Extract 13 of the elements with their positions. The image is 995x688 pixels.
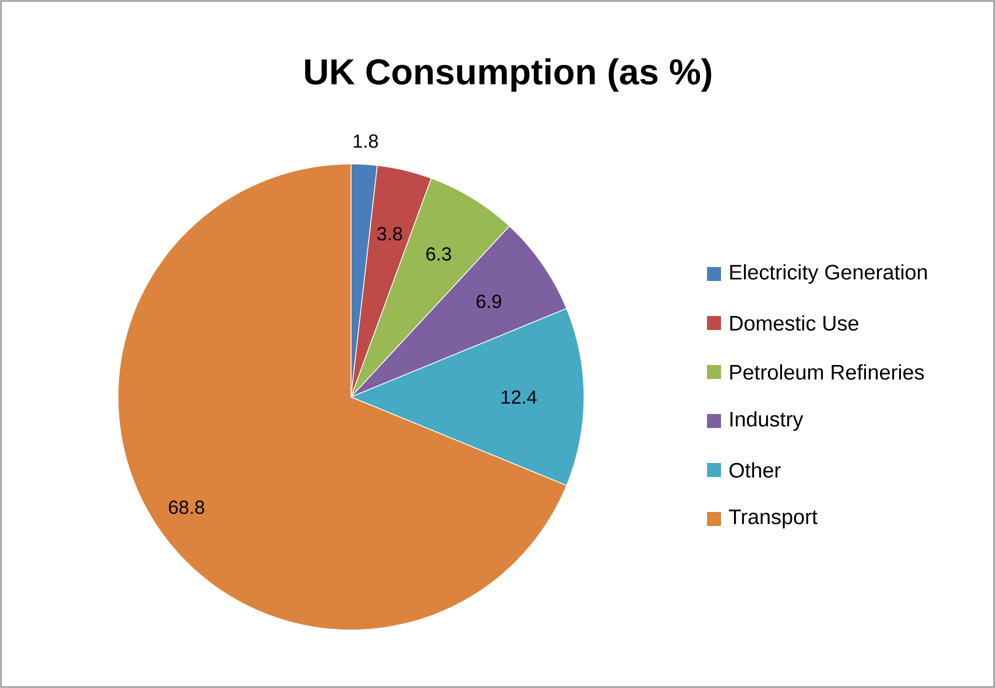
- data-label: 6.3: [426, 247, 452, 261]
- legend-label: Other: [730, 462, 781, 478]
- data-label: 68.8: [168, 500, 204, 514]
- data-label: 6.9: [476, 294, 502, 308]
- legend-label: Transport: [729, 510, 818, 528]
- data-label: 3.8: [377, 227, 402, 240]
- data-label: 1.8: [354, 134, 378, 148]
- chart-title: UK Consumption (as %): [305, 58, 712, 92]
- legend-label: Industry: [730, 411, 804, 431]
- data-label: 12.4: [502, 390, 537, 404]
- legend-label: Petroleum Refineries: [730, 364, 924, 380]
- legend-label: Domestic Use: [730, 315, 858, 331]
- legend-label: Electricity Generation: [730, 264, 927, 284]
